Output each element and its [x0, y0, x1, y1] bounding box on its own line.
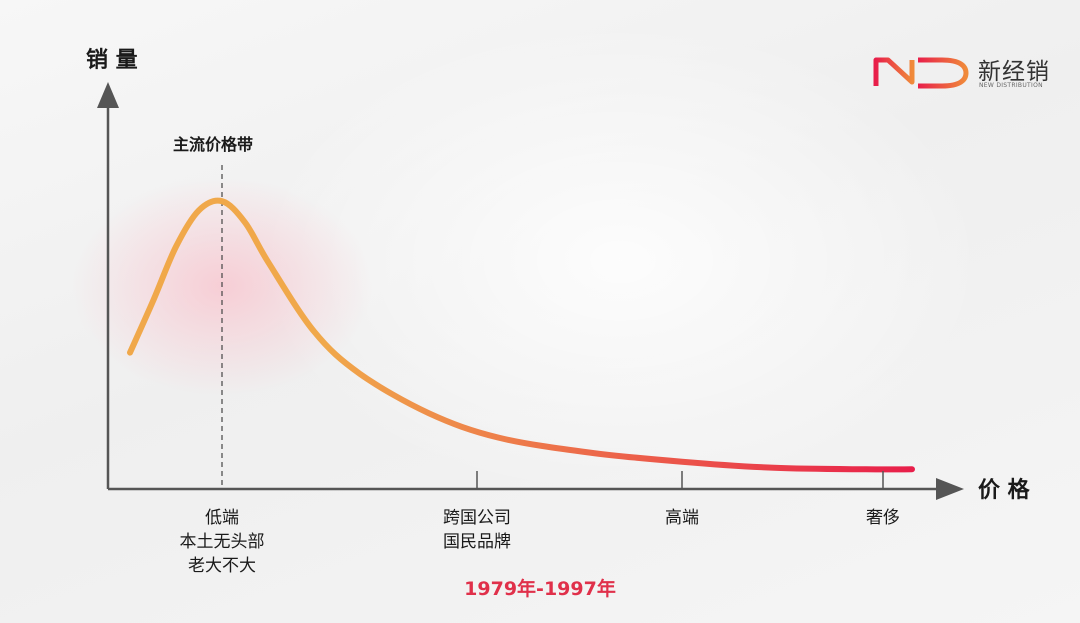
- nd-logo-icon: [873, 57, 969, 89]
- x-axis-arrow: [936, 478, 964, 500]
- x-tick-label: 本土无头部: [180, 532, 265, 552]
- x-tick-label: 低端: [205, 508, 239, 528]
- sales-curve: [127, 197, 915, 473]
- x-axis-title: 价 格: [978, 477, 1031, 503]
- peak-annotation: 主流价格带: [173, 135, 253, 154]
- y-axis-arrow: [97, 82, 119, 108]
- period-label: 1979年-1997年: [464, 577, 616, 600]
- x-tick-label: 奢侈: [866, 508, 900, 528]
- brand-logo: 新经销 NEW DISTRIBUTION: [872, 50, 1050, 94]
- x-tick-label: 跨国公司: [443, 508, 511, 528]
- x-tick-label: 国民品牌: [443, 532, 511, 552]
- x-tick-label: 高端: [665, 508, 699, 528]
- logo-english-text: NEW DISTRIBUTION: [979, 82, 1043, 89]
- y-axis-title: 销 量: [86, 48, 138, 73]
- x-tick-label: 老大不大: [188, 556, 256, 576]
- logo-chinese-text: 新经销: [978, 59, 1050, 85]
